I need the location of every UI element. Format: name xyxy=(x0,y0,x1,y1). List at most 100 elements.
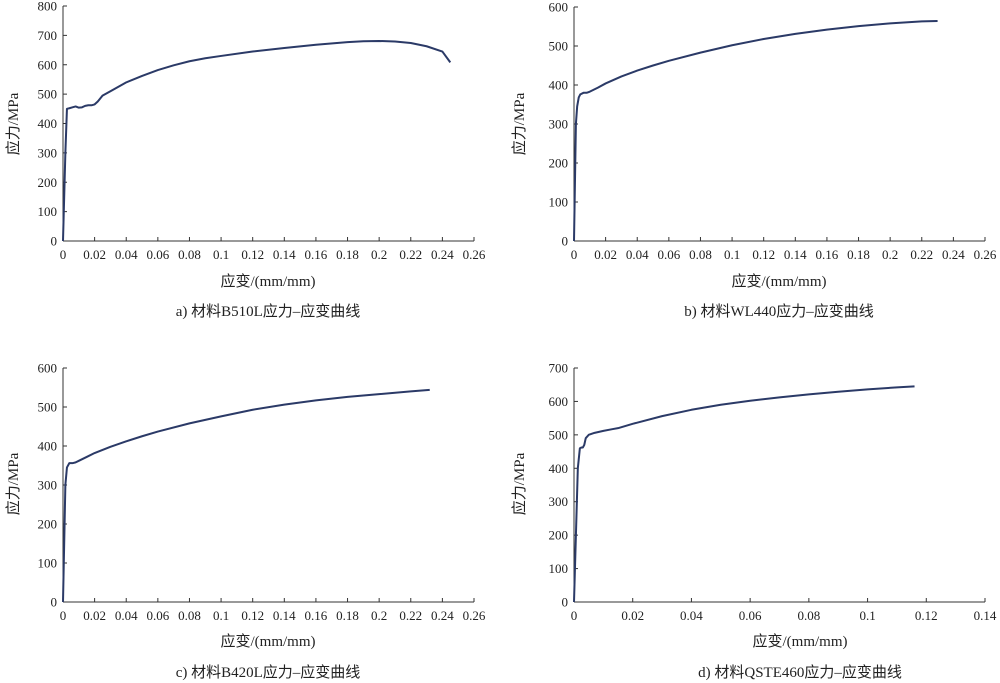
y-tick-label: 600 xyxy=(549,0,569,15)
y-tick-label: 300 xyxy=(38,145,58,160)
x-tick-label: 0.02 xyxy=(594,247,617,262)
x-tick-label: 0.2 xyxy=(371,608,387,623)
x-tick-label: 0.18 xyxy=(336,608,359,623)
panel-a: 应力/MPa 应变/(mm/mm) a) 材料B510L应力–应变曲线 0 100… xyxy=(4,0,486,320)
x-axis-label: 应变/(mm/mm) xyxy=(221,632,316,650)
x-tick-label: 0.1 xyxy=(724,247,740,262)
x-tick-label: 0.12 xyxy=(752,247,775,262)
y-axis-label: 应力/MPa xyxy=(510,452,528,515)
x-tick-label: 0.14 xyxy=(273,608,296,623)
y-tick-label: 600 xyxy=(38,361,58,376)
x-tick-label: 0.1 xyxy=(213,608,229,623)
y-tick-label: 200 xyxy=(549,156,569,171)
y-axis-label: 应力/MPa xyxy=(4,92,22,155)
x-tick-label: 0.16 xyxy=(305,608,328,623)
x-tick-label: 0.04 xyxy=(626,247,649,262)
x-tick-label: 0.12 xyxy=(241,247,264,262)
y-tick-label: 500 xyxy=(549,39,569,54)
x-tick-label: 0.16 xyxy=(816,247,839,262)
x-tick-label: 0.04 xyxy=(115,247,138,262)
x-tick-label: 0 xyxy=(60,247,67,262)
x-tick-label: 0.2 xyxy=(882,247,898,262)
x-tick-label: 0.04 xyxy=(680,608,703,623)
x-tick-label: 0.24 xyxy=(431,608,454,623)
y-tick-label: 200 xyxy=(549,528,569,543)
y-tick-label: 500 xyxy=(38,87,58,102)
stress-strain-curve-b420l xyxy=(62,388,430,603)
y-tick-label: 400 xyxy=(38,439,58,454)
y-tick-label: 100 xyxy=(549,195,569,210)
y-tick-label: 100 xyxy=(38,556,58,571)
y-tick-label: 300 xyxy=(38,478,58,493)
x-axis-label: 应变/(mm/mm) xyxy=(221,272,316,290)
y-tick-label: 200 xyxy=(38,517,58,532)
x-tick-label: 0.08 xyxy=(178,247,201,262)
y-tick-label: 600 xyxy=(549,394,569,409)
y-tick-label: 200 xyxy=(38,175,58,190)
x-tick-label: 0.06 xyxy=(146,608,169,623)
x-tick-label: 0 xyxy=(571,247,578,262)
stress-strain-curve-qste460 xyxy=(573,385,915,603)
y-tick-label: 800 xyxy=(38,0,58,14)
x-tick-label: 0.14 xyxy=(974,608,997,623)
x-tick-label: 0.14 xyxy=(784,247,807,262)
x-tick-label: 0.08 xyxy=(178,608,201,623)
x-tick-label: 0.06 xyxy=(657,247,680,262)
y-axis-label: 应力/MPa xyxy=(510,92,528,155)
y-tick-label: 500 xyxy=(549,427,569,442)
y-tick-label: 300 xyxy=(549,494,569,509)
x-tick-label: 0.08 xyxy=(797,608,820,623)
x-tick-label: 0.22 xyxy=(910,247,933,262)
y-tick-label: 400 xyxy=(549,461,569,476)
x-tick-label: 0.08 xyxy=(689,247,712,262)
y-tick-label: 100 xyxy=(549,561,569,576)
x-tick-label: 0.24 xyxy=(431,247,454,262)
y-tick-label: 700 xyxy=(38,28,58,43)
x-tick-label: 0.26 xyxy=(974,247,997,262)
x-tick-label: 0.1 xyxy=(859,608,875,623)
caption: c) 材料B420L应力–应变曲线 xyxy=(176,663,361,681)
x-axis-label: 应变/(mm/mm) xyxy=(732,272,827,290)
x-tick-label: 0.02 xyxy=(621,608,644,623)
y-tick-label: 100 xyxy=(38,204,58,219)
x-tick-label: 0.12 xyxy=(241,608,264,623)
y-tick-label: 500 xyxy=(38,400,58,415)
x-tick-label: 0.02 xyxy=(83,608,106,623)
x-tick-label: 0 xyxy=(571,608,578,623)
x-tick-label: 0.26 xyxy=(463,608,486,623)
x-tick-label: 0.22 xyxy=(399,247,422,262)
panel-b: 应力/MPa 应变/(mm/mm) b) 材料WL440应力–应变曲线 0 100… xyxy=(510,0,997,320)
x-tick-label: 0.12 xyxy=(915,608,938,623)
panel-c: 应力/MPa 应变/(mm/mm) c) 材料B420L应力–应变曲线 0 100… xyxy=(4,361,486,682)
x-tick-label: 0.18 xyxy=(847,247,870,262)
caption: a) 材料B510L应力–应变曲线 xyxy=(176,302,361,320)
y-tick-label: 0 xyxy=(562,595,569,610)
x-tick-label: 0.06 xyxy=(739,608,762,623)
y-tick-label: 600 xyxy=(38,57,58,72)
x-tick-label: 0.24 xyxy=(942,247,965,262)
x-tick-label: 0.26 xyxy=(463,247,486,262)
stress-strain-curve-b510l xyxy=(62,39,452,242)
y-tick-label: 0 xyxy=(51,595,58,610)
x-tick-label: 0.06 xyxy=(146,247,169,262)
y-tick-label: 400 xyxy=(549,78,569,93)
y-tick-label: 300 xyxy=(549,117,569,132)
caption: b) 材料WL440应力–应变曲线 xyxy=(684,302,874,320)
y-axis-label: 应力/MPa xyxy=(4,452,22,515)
x-tick-label: 0.14 xyxy=(273,247,296,262)
x-axis-label: 应变/(mm/mm) xyxy=(753,632,848,650)
panel-d: 应力/MPa 应变/(mm/mm) d) 材料QSTE460应力–应变曲线 0 1… xyxy=(510,361,997,682)
x-tick-label: 0 xyxy=(60,608,67,623)
x-tick-label: 0.22 xyxy=(399,608,422,623)
y-tick-label: 0 xyxy=(562,234,569,249)
y-tick-label: 400 xyxy=(38,116,58,131)
y-tick-label: 700 xyxy=(549,361,569,376)
x-tick-label: 0.16 xyxy=(305,247,328,262)
x-tick-label: 0.02 xyxy=(83,247,106,262)
x-tick-label: 0.18 xyxy=(336,247,359,262)
x-tick-label: 0.1 xyxy=(213,247,229,262)
stress-strain-curve-wl440 xyxy=(573,20,938,242)
x-tick-label: 0.2 xyxy=(371,247,387,262)
x-tick-label: 0.04 xyxy=(115,608,138,623)
